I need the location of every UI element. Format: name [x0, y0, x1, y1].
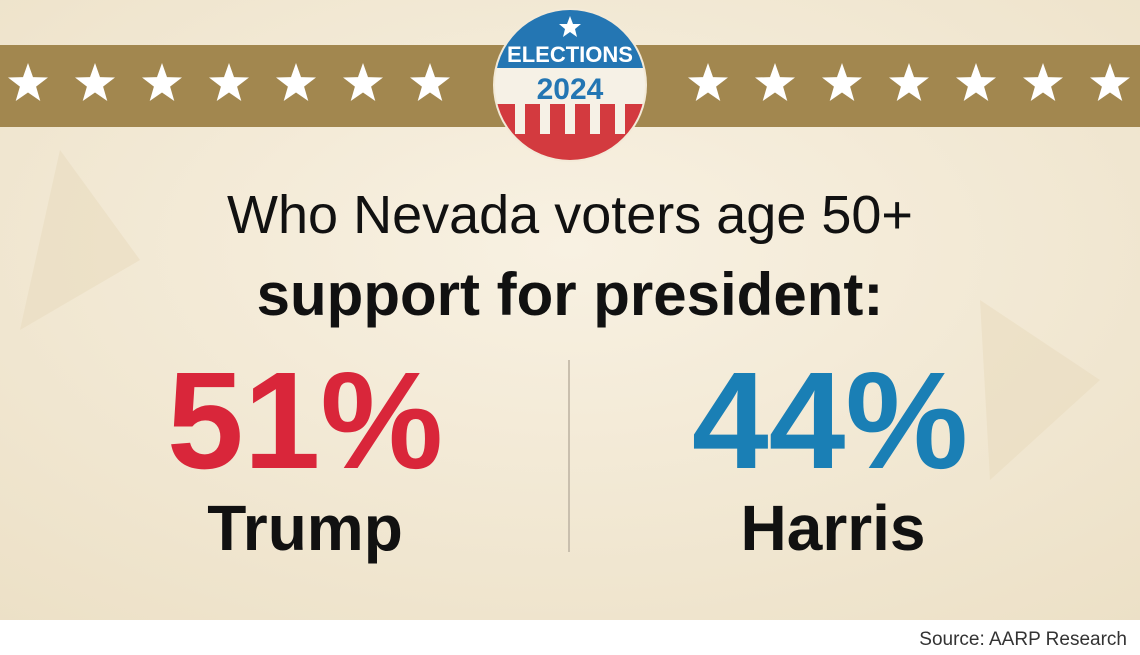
star [1090, 63, 1130, 101]
badge-title: ELECTIONS [507, 42, 633, 67]
star [1023, 63, 1063, 101]
heading-line2: support for president: [257, 261, 884, 328]
star [410, 63, 450, 101]
result-share: 51% [167, 344, 443, 498]
star [276, 63, 316, 101]
star [755, 63, 795, 101]
star [889, 63, 929, 101]
result-candidate: Trump [207, 492, 403, 564]
star [209, 63, 249, 101]
star [75, 63, 115, 101]
star [822, 63, 862, 101]
background-star-shape [20, 150, 140, 330]
result-share: 44% [692, 344, 968, 498]
star [8, 63, 48, 101]
badge-year: 2024 [537, 73, 604, 106]
badge-stripes [515, 104, 625, 134]
star [688, 63, 728, 101]
star [956, 63, 996, 101]
badge-star [559, 16, 581, 37]
heading-line1: Who Nevada voters age 50+ [227, 185, 913, 245]
background-star-shape [980, 300, 1100, 480]
result-candidate: Harris [741, 492, 926, 564]
badge-middle [495, 68, 645, 104]
footer-strip [0, 620, 1140, 655]
star [142, 63, 182, 101]
star [343, 63, 383, 101]
source: Source: AARP Research [919, 629, 1127, 650]
stars [8, 63, 1130, 101]
